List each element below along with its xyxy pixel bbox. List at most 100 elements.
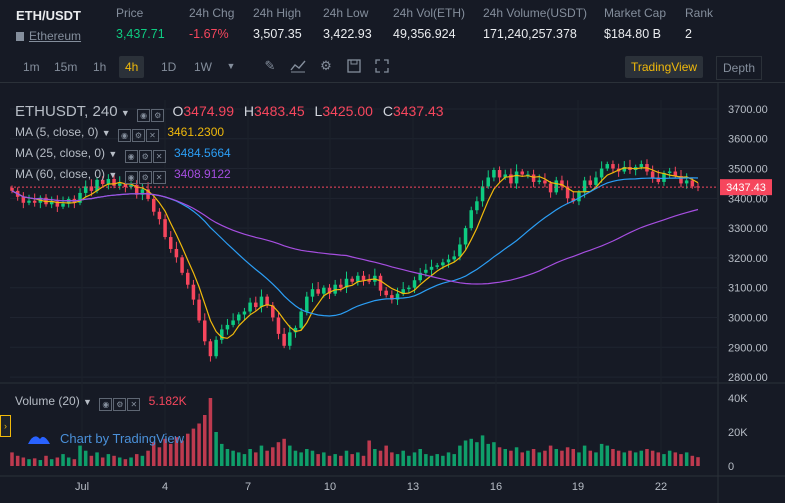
ma5-label[interactable]: MA (5, close, 0)	[15, 125, 99, 139]
gear-icon[interactable]: ⚙	[320, 58, 332, 73]
volume-tick-label: 40K	[728, 393, 748, 405]
close-icon[interactable]: ✕	[145, 129, 159, 142]
ma5-controls[interactable]: ◉ ⚙ ✕	[117, 127, 160, 142]
volume-bar	[594, 452, 598, 466]
candle-body	[560, 180, 564, 187]
candle-body	[514, 171, 519, 184]
candle-body	[265, 296, 269, 306]
ma25-dropdown-icon[interactable]: ▼	[108, 149, 118, 159]
ma60-label[interactable]: MA (60, close, 0)	[15, 167, 106, 181]
timeframe-1d[interactable]: 1D	[161, 60, 177, 74]
ma25-controls[interactable]: ◉ ⚙ ✕	[124, 148, 167, 163]
close-icon[interactable]: ✕	[127, 398, 141, 411]
settings-icon[interactable]: ⚙	[113, 398, 127, 411]
volume-bar	[21, 457, 26, 466]
eye-icon[interactable]: ◉	[99, 398, 113, 411]
eye-icon[interactable]: ◉	[124, 171, 138, 184]
open-key: O	[172, 103, 184, 119]
time-tick-label: 7	[245, 481, 251, 493]
volume-dropdown-icon[interactable]: ▼	[83, 397, 92, 407]
high-key: H	[243, 103, 255, 119]
price-tick-label: 3400.00	[728, 193, 768, 205]
volume-bar	[72, 459, 77, 466]
candle-body	[254, 302, 258, 308]
volume-bar	[299, 452, 303, 466]
timeframe-1h[interactable]: 1h	[93, 60, 107, 74]
price-chart[interactable]: 3700.00 3600.00 3500.00 3400.00 3300.00 3200.…	[0, 83, 785, 503]
ticker-header: ETH/USDT Ethereum Price 3,437.71 24h Chg -…	[0, 0, 785, 46]
volume-bar	[157, 447, 162, 466]
volume-bar	[163, 438, 167, 466]
coin-name-link[interactable]: Ethereum	[16, 29, 81, 43]
ma25-legend: MA (25, close, 0) ▼ ◉ ⚙ ✕ 3484.5664	[15, 146, 231, 163]
timeframe-1w[interactable]: 1W	[194, 60, 212, 74]
volume-bar	[322, 452, 326, 466]
tradingview-toggle[interactable]: TradingView	[625, 56, 704, 78]
ma60-dropdown-icon[interactable]: ▼	[108, 170, 118, 180]
volume-label[interactable]: Volume (20)	[15, 394, 80, 408]
volume-bar	[463, 440, 468, 466]
dropdown-icon[interactable]: ▼	[226, 61, 236, 71]
timeframe-1m[interactable]: 1m	[23, 60, 40, 74]
volume-bar	[208, 398, 213, 466]
ma25-label[interactable]: MA (25, close, 0)	[15, 146, 106, 160]
volume-bar	[333, 454, 337, 466]
candle-body	[55, 201, 60, 207]
candle-body	[412, 280, 417, 288]
last-price-label: 3437.43	[726, 182, 766, 194]
eye-icon[interactable]: ◉	[117, 129, 131, 142]
candle-body	[259, 296, 264, 308]
ma5-dropdown-icon[interactable]: ▼	[101, 128, 111, 138]
depth-toggle[interactable]: Depth	[716, 56, 763, 80]
volume-bar	[123, 459, 128, 466]
price-tick-label: 3700.00	[728, 104, 768, 116]
volume-tick-label: 20K	[728, 427, 748, 439]
watermark-text: Chart by TradingView	[60, 431, 185, 446]
volume-controls[interactable]: ◉ ⚙ ✕	[99, 396, 141, 411]
volume-bar	[548, 445, 553, 466]
timeframe-4h[interactable]: 4h	[119, 56, 145, 78]
timeframe-15m[interactable]: 15m	[54, 60, 78, 74]
candle-body	[78, 192, 82, 203]
open-value: 3474.99	[183, 103, 234, 119]
settings-icon[interactable]: ⚙	[138, 171, 152, 184]
time-tick-label: 19	[572, 481, 584, 493]
candle-body	[49, 201, 54, 205]
time-tick-label: 4	[162, 481, 168, 493]
volume-bar	[174, 437, 179, 466]
symbol-block[interactable]: ETH/USDT Ethereum	[16, 8, 81, 43]
settings-icon[interactable]: ⚙	[138, 150, 152, 163]
candle-body	[129, 184, 133, 187]
legend-controls[interactable]: ◉ ⚙	[137, 107, 165, 122]
stat-label: 24h Chg	[189, 6, 235, 20]
stat-market-cap: Market Cap $184.80 B	[604, 6, 666, 41]
collapse-arrow-icon[interactable]: ›	[0, 415, 11, 437]
volume-bar	[679, 454, 683, 466]
eye-icon[interactable]: ◉	[137, 109, 151, 122]
save-icon[interactable]	[346, 58, 362, 74]
volume-bar	[531, 449, 536, 466]
candle-body	[282, 333, 286, 346]
candle-body	[656, 177, 661, 182]
line-chart-icon[interactable]	[290, 58, 306, 74]
eye-icon[interactable]: ◉	[124, 150, 138, 163]
close-icon[interactable]: ✕	[152, 150, 166, 163]
tradingview-watermark[interactable]: Chart by TradingView	[26, 430, 184, 446]
stat-value: 3,422.93	[323, 27, 372, 41]
chart-symbol[interactable]: ETHUSDT, 240	[15, 103, 118, 120]
settings-icon[interactable]: ⚙	[131, 129, 145, 142]
stat-rank: Rank 2	[685, 6, 713, 41]
settings-icon[interactable]: ⚙	[151, 109, 165, 122]
pencil-icon[interactable]: ✎	[264, 58, 276, 73]
fullscreen-icon[interactable]	[374, 58, 390, 74]
volume-bar	[509, 450, 513, 466]
stat-value: -1.67%	[189, 27, 229, 41]
close-icon[interactable]: ✕	[152, 171, 166, 184]
symbol-dropdown-icon[interactable]: ▼	[120, 108, 130, 118]
candle-body	[571, 198, 576, 202]
volume-bar	[684, 452, 689, 466]
candle-body	[305, 296, 309, 312]
candle-body	[611, 164, 615, 169]
volume-bar	[407, 455, 411, 466]
ma60-controls[interactable]: ◉ ⚙ ✕	[124, 169, 167, 184]
